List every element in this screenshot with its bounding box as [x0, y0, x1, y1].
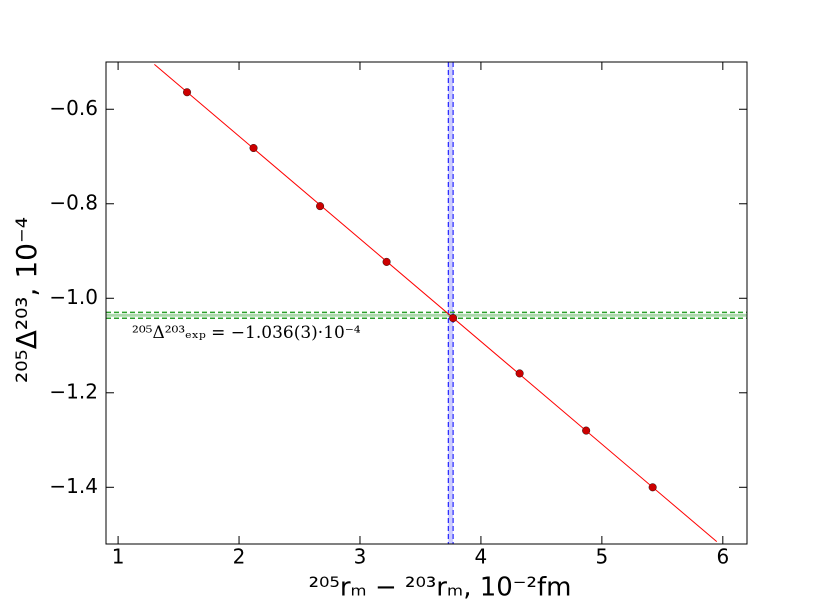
data-point	[316, 202, 325, 211]
y-axis-label: ²⁰⁵Δ²⁰³, 10⁻⁴	[10, 217, 43, 383]
data-point	[515, 369, 524, 378]
data-point	[382, 257, 391, 266]
y-tick-label: −1.4	[49, 474, 98, 498]
plot-area	[106, 62, 747, 544]
y-tick-label: −1.2	[49, 379, 98, 403]
fit-line	[154, 63, 718, 543]
data-point	[648, 483, 657, 492]
vertical-band	[448, 62, 454, 544]
data-point	[249, 144, 258, 153]
x-tick-label: 3	[354, 545, 367, 569]
x-tick-label: 1	[112, 545, 125, 569]
data-point	[183, 88, 192, 97]
x-tick-label: 4	[475, 545, 488, 569]
y-tick-label: −0.8	[49, 190, 98, 214]
y-tick-label: −1.0	[49, 285, 98, 309]
plot-frame	[105, 61, 748, 545]
annotation: ²⁰⁵Δ²⁰³ₑₓₚ = −1.036(3)·10⁻⁴	[132, 323, 361, 343]
data-point	[449, 314, 458, 323]
x-tick-label: 6	[716, 545, 729, 569]
x-tick-label: 5	[596, 545, 609, 569]
x-tick-label: 2	[233, 545, 246, 569]
y-tick-label: −0.6	[49, 96, 98, 120]
horizontal-band	[106, 313, 747, 317]
data-point	[582, 426, 591, 435]
x-axis-label: ²⁰⁵rₘ − ²⁰³rₘ, 10⁻²fm	[309, 573, 572, 603]
